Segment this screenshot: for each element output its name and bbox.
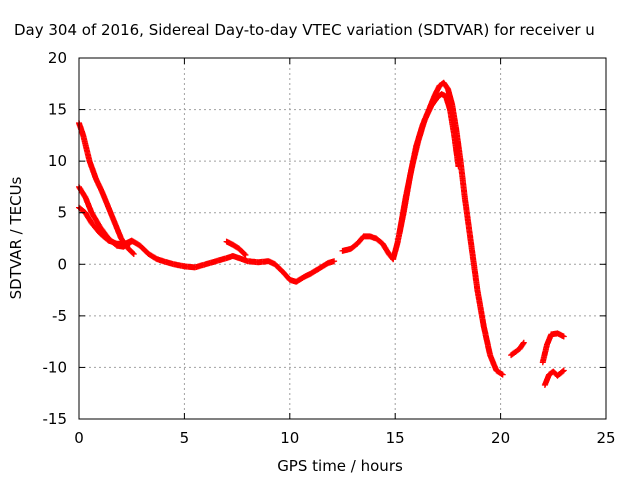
series-5-markers [390,79,506,378]
y-tick-label: 20 [48,49,67,67]
x-tick-label: 5 [180,429,190,447]
y-tick-label: 10 [48,152,67,170]
y-tick-label: -10 [43,358,68,376]
series-7-markers [508,339,527,359]
series-4 [339,233,397,263]
y-axis-label: SDTVAR / TECUs [7,176,25,299]
series-9-markers [541,367,567,388]
grid-lines [79,58,606,419]
y-tick-label: -15 [43,410,68,428]
series-4-markers [339,233,397,263]
series-3 [223,238,249,258]
x-tick-label: 25 [596,429,615,447]
series-6-markers [396,91,462,237]
y-tick-label: -5 [52,307,67,325]
x-tick-label: 0 [74,429,84,447]
series-8-markers [539,330,567,366]
y-tick-label: 0 [57,255,67,273]
series-9 [541,367,567,388]
x-axis-label: GPS time / hours [277,457,403,475]
series-3-markers [223,238,249,258]
x-tick-labels: 0 5 10 15 20 25 [74,429,615,447]
chart-title: Day 304 of 2016, Sidereal Day-to-day VTE… [14,21,595,39]
x-tick-label: 20 [491,429,510,447]
y-tick-labels: -15 -10 -5 0 5 10 15 20 [43,49,68,428]
y-tick-label: 15 [48,101,67,119]
data-points [76,79,567,388]
x-tick-label: 15 [386,429,405,447]
x-tick-label: 10 [280,429,299,447]
plot-border [78,57,607,420]
series-6 [396,91,462,237]
series-5 [390,79,506,378]
y-tick-label: 5 [57,204,67,222]
series-7 [508,339,527,359]
axis-ticks [78,57,607,420]
series-8 [539,330,567,366]
